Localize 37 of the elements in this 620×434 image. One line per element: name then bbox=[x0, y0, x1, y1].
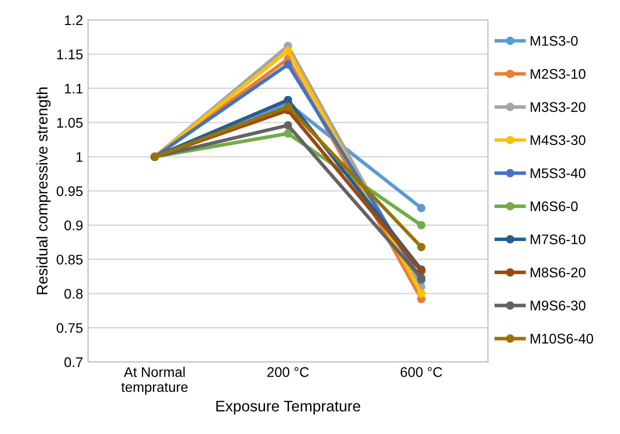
y-tick-label: 1 bbox=[76, 152, 82, 162]
x-tick-label: At Normal temprature bbox=[121, 366, 188, 395]
point bbox=[284, 129, 292, 138]
x-tick-label: 200 °C bbox=[267, 367, 309, 378]
y-tick-label: 1.05 bbox=[57, 118, 83, 128]
point bbox=[284, 60, 292, 69]
y-tick-label: 0.85 bbox=[56, 254, 83, 265]
point bbox=[284, 46, 292, 55]
legend-label: M10S6-40 bbox=[530, 334, 594, 344]
y-tick-label: 1.15 bbox=[57, 50, 83, 60]
x-axis-title: Exposure Temprature bbox=[216, 400, 360, 415]
y-tick-label: 0.7 bbox=[64, 357, 82, 368]
point bbox=[284, 121, 292, 130]
point bbox=[417, 274, 426, 282]
point bbox=[284, 102, 292, 111]
point bbox=[417, 204, 426, 212]
legend-label: M4S3-30 bbox=[530, 135, 586, 146]
y-tick-label: 0.95 bbox=[56, 186, 83, 196]
y-axis-title: Residual compressive strength bbox=[36, 88, 51, 294]
point bbox=[417, 289, 426, 298]
legend-label: M3S3-20 bbox=[530, 102, 586, 112]
legend-label: M6S6-0 bbox=[530, 201, 578, 212]
y-tick-label: 0.8 bbox=[64, 288, 83, 299]
point bbox=[417, 242, 426, 252]
point bbox=[284, 96, 292, 104]
legend-label: M5S3-40 bbox=[530, 168, 586, 178]
point bbox=[417, 220, 426, 230]
y-tick-label: 1.2 bbox=[64, 15, 82, 25]
y-tick-label: 1.1 bbox=[64, 84, 83, 94]
legend-label: M8S6-20 bbox=[530, 268, 586, 278]
legend-label: M1S3-0 bbox=[530, 36, 578, 46]
legend-label: M2S3-10 bbox=[530, 69, 586, 79]
x-tick-label: 600 °C bbox=[400, 367, 442, 378]
y-tick-label: 0.9 bbox=[64, 220, 83, 230]
legend-label: M9S6-30 bbox=[530, 300, 586, 310]
legend-label: M7S6-10 bbox=[530, 234, 586, 244]
y-tick-label: 0.75 bbox=[56, 323, 83, 333]
